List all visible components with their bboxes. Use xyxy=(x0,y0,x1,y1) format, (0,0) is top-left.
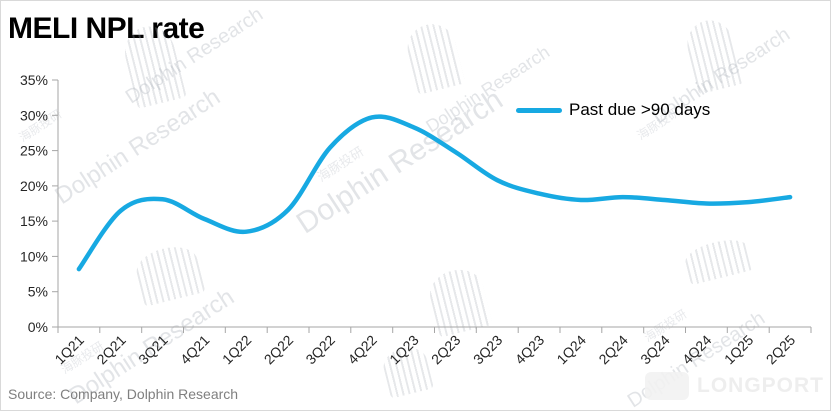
x-axis-label: 4Q23 xyxy=(512,332,548,368)
x-axis-label: 2Q25 xyxy=(763,332,799,368)
x-axis-label: 1Q24 xyxy=(553,332,589,368)
x-axis-label: 2Q24 xyxy=(595,332,631,368)
y-axis-label: 10% xyxy=(20,248,48,264)
y-axis-label: 0% xyxy=(28,319,48,335)
npl-series-line xyxy=(76,114,793,272)
x-axis-label: 1Q21 xyxy=(51,332,87,368)
x-axis-label: 2Q22 xyxy=(261,332,297,368)
x-axis-label: 3Q22 xyxy=(302,332,338,368)
y-axis-label: 20% xyxy=(20,178,48,194)
y-axis-label: 15% xyxy=(20,213,48,229)
x-axis-label: 1Q23 xyxy=(386,332,422,368)
x-axis-label: 4Q22 xyxy=(344,332,380,368)
x-axis-label: 3Q21 xyxy=(135,332,171,368)
y-axis-label: 30% xyxy=(20,107,48,123)
y-axis-label: 5% xyxy=(28,284,48,300)
longport-wordmark: LONGPORT xyxy=(697,374,824,397)
y-axis-label: 25% xyxy=(20,143,48,159)
x-axis-label: 1Q25 xyxy=(721,332,757,368)
x-axis-label: 4Q24 xyxy=(679,332,715,368)
x-axis-label: 1Q22 xyxy=(219,332,255,368)
source-note: Source: Company, Dolphin Research xyxy=(8,386,239,402)
legend-label: Past due >90 days xyxy=(569,100,711,119)
x-axis-label: 2Q23 xyxy=(428,332,464,368)
legend-line-swatch xyxy=(516,107,562,113)
x-axis-label: 2Q21 xyxy=(93,332,129,368)
x-axis-label: 4Q21 xyxy=(177,332,213,368)
longport-watermark: LONGPORT xyxy=(645,372,824,400)
longport-logo-icon xyxy=(645,372,689,400)
x-axis-label: 3Q23 xyxy=(470,332,506,368)
x-axis-label: 3Q24 xyxy=(637,332,673,368)
y-axis-label: 35% xyxy=(20,72,48,88)
legend: Past due >90 days xyxy=(516,100,710,120)
chart-title: MELI NPL rate xyxy=(8,12,205,45)
